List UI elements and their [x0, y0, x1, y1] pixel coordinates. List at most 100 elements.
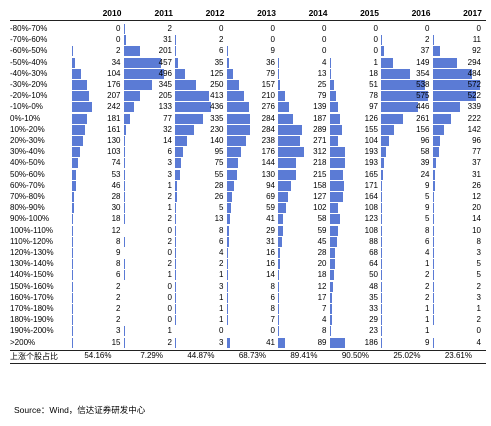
- bar-2017-16: [432, 203, 435, 214]
- row-label-19: 110%-120%: [10, 236, 53, 246]
- bar-2015-22: [329, 270, 334, 281]
- value-2011-21: 2: [167, 259, 172, 269]
- value-2011-15: 2: [167, 192, 172, 201]
- row-label-15: 70%-80%: [10, 192, 45, 201]
- bar-2012-18: [175, 225, 176, 236]
- value-2014-21: 20: [317, 259, 327, 269]
- bar-2011-3: [123, 57, 162, 68]
- value-2017-8: 222: [467, 113, 481, 123]
- bar-2015-16: [329, 203, 339, 214]
- value-2013-14: 94: [266, 180, 275, 190]
- footer-pct-2014: 89.41%: [290, 350, 318, 360]
- value-2012-20: 4: [219, 248, 224, 257]
- value-2013-1: 0: [270, 35, 275, 45]
- year-header-2017: 2017: [463, 8, 482, 18]
- value-2014-27: 8: [322, 326, 327, 336]
- row-label-0: -80%-70%: [10, 24, 48, 33]
- value-2010-13: 53: [111, 169, 121, 179]
- bar-2013-18: [226, 225, 229, 236]
- bar-2013-19: [226, 236, 230, 247]
- bar-2015-26: [329, 315, 332, 326]
- bar-2013-22: [226, 270, 228, 281]
- value-2017-14: 26: [472, 180, 481, 190]
- bar-2012-6: [175, 91, 210, 102]
- value-2017-20: 3: [476, 248, 481, 257]
- footer-label: 上涨个股占比: [10, 351, 58, 361]
- bar-2013-10: [226, 136, 247, 146]
- bar-2013-5: [226, 80, 240, 90]
- row-label-10: 20%-30%: [10, 136, 45, 145]
- bar-2015-5: [329, 80, 334, 90]
- bar-2015-21: [329, 259, 335, 270]
- bar-2016-3: [381, 57, 394, 68]
- row-label-13: 50%-60%: [10, 169, 45, 179]
- bar-2015-20: [329, 248, 336, 258]
- value-2012-2: 6: [219, 46, 224, 56]
- row-label-2: -60%-50%: [10, 46, 48, 56]
- value-2017-23: 2: [476, 281, 481, 291]
- value-2013-9: 284: [261, 124, 275, 134]
- value-2013-18: 29: [266, 225, 275, 235]
- bar-2017-17: [432, 214, 434, 225]
- bar-2014-13: [278, 169, 296, 180]
- bar-2014-7: [278, 102, 290, 113]
- value-2010-9: 161: [107, 124, 121, 134]
- row-label-25: 170%-180%: [10, 304, 54, 313]
- value-2010-17: 18: [111, 214, 121, 224]
- row-label-7: -10%-0%: [10, 102, 43, 112]
- value-2012-19: 6: [219, 236, 224, 246]
- bar-2010-17: [72, 214, 74, 225]
- value-2014-28: 89: [317, 337, 327, 347]
- value-2014-22: 18: [317, 270, 327, 280]
- bar-2010-20: [72, 248, 73, 258]
- bar-2015-15: [329, 192, 344, 202]
- value-2010-11: 103: [107, 147, 121, 157]
- value-2011-12: 3: [167, 158, 172, 168]
- value-2010-19: 8: [116, 236, 121, 246]
- value-2014-11: 312: [313, 147, 327, 157]
- value-2012-4: 125: [210, 68, 224, 78]
- value-2011-1: 31: [163, 35, 172, 45]
- value-2013-7: 276: [261, 102, 275, 112]
- bar-2010-8: [72, 113, 87, 124]
- bar-2015-10: [329, 136, 339, 146]
- value-2017-21: 5: [476, 259, 481, 269]
- value-2017-5: 572: [467, 80, 481, 89]
- value-2012-10: 140: [210, 136, 224, 145]
- value-2011-25: 0: [167, 304, 172, 313]
- value-2011-13: 3: [167, 169, 172, 179]
- value-2016-1: 2: [425, 35, 430, 45]
- value-2013-2: 9: [270, 46, 275, 56]
- value-2010-12: 74: [111, 158, 121, 168]
- bar-2014-23: [278, 281, 279, 292]
- bar-2012-5: [175, 80, 196, 90]
- value-2010-21: 8: [116, 259, 121, 269]
- row-label-23: 150%-160%: [10, 281, 54, 291]
- value-2012-23: 3: [219, 281, 224, 291]
- value-2016-3: 149: [416, 57, 430, 67]
- value-2012-8: 335: [210, 113, 224, 123]
- value-2016-24: 2: [425, 292, 430, 302]
- bar-2017-3: [432, 57, 457, 68]
- value-2010-23: 2: [116, 281, 121, 291]
- value-2015-0: 0: [373, 24, 378, 33]
- value-2016-17: 5: [425, 214, 430, 224]
- footer-pct-2011: 7.29%: [140, 350, 163, 360]
- footer-pct-2012: 44.87%: [187, 350, 215, 360]
- value-2010-15: 28: [111, 192, 121, 201]
- row-label-12: 40%-50%: [10, 158, 45, 168]
- value-2013-20: 16: [266, 248, 275, 257]
- bar-2014-20: [278, 248, 281, 258]
- value-2012-16: 5: [219, 203, 224, 213]
- year-header-2012: 2012: [205, 8, 225, 18]
- value-2016-11: 58: [420, 147, 430, 157]
- value-2011-19: 2: [167, 236, 172, 246]
- bar-2014-14: [278, 180, 292, 191]
- value-2011-6: 205: [158, 91, 172, 101]
- bar-2017-8: [432, 113, 451, 124]
- value-2011-10: 14: [163, 136, 172, 145]
- value-2014-5: 25: [317, 80, 327, 89]
- value-2016-2: 37: [420, 46, 430, 56]
- bar-2010-19: [72, 236, 73, 247]
- bar-2015-7: [329, 102, 338, 113]
